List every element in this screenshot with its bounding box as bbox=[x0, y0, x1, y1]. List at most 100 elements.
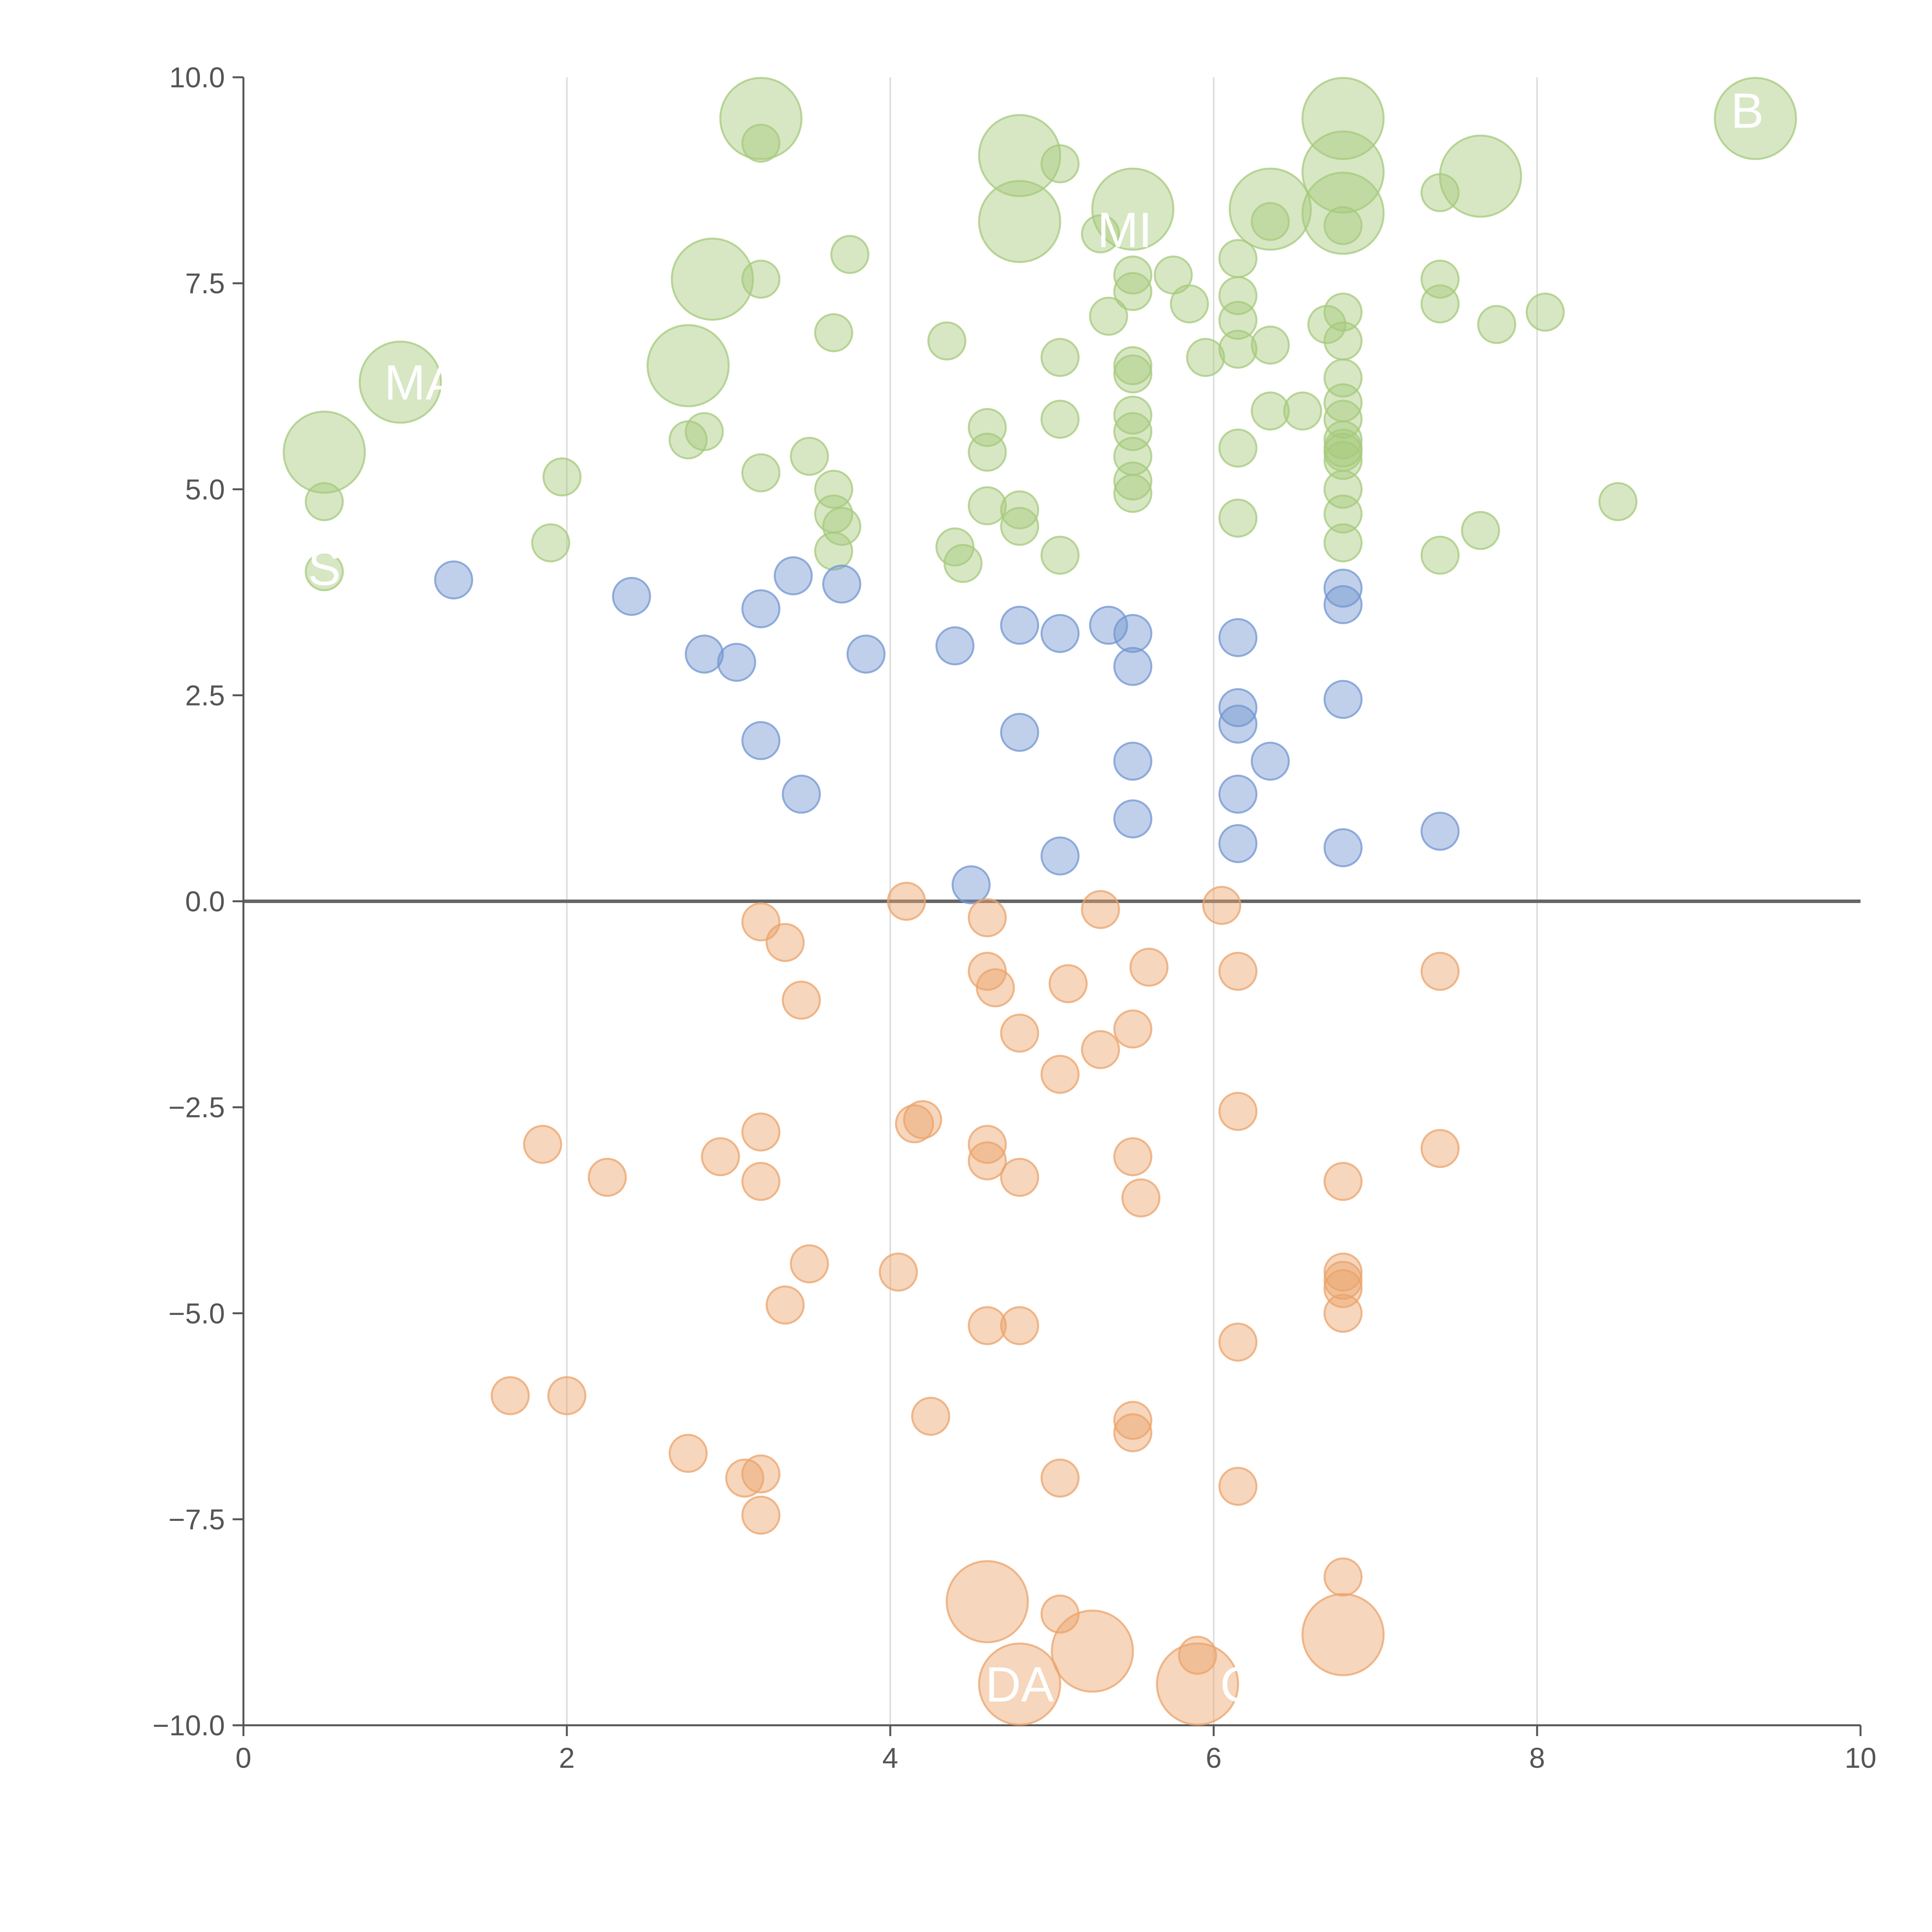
point-negative bbox=[741, 1495, 781, 1535]
point-negative bbox=[968, 1141, 1007, 1180]
point-positive-low bbox=[1323, 568, 1363, 608]
point-positive-high bbox=[1113, 354, 1153, 394]
label-layer: MA S MI B DA C bbox=[308, 83, 1764, 1712]
point-positive-high bbox=[1218, 498, 1258, 538]
point-positive-low bbox=[685, 634, 724, 674]
point-negative bbox=[1000, 1014, 1039, 1053]
point-positive-high bbox=[719, 77, 803, 160]
point-positive-high bbox=[282, 410, 366, 494]
point-positive-low bbox=[1113, 742, 1153, 781]
point-positive-high bbox=[1218, 330, 1258, 369]
point-positive-low bbox=[717, 643, 756, 682]
point-negative bbox=[887, 882, 926, 921]
point-negative bbox=[741, 1454, 781, 1494]
point-positive-high bbox=[814, 531, 854, 571]
point-positive-high bbox=[1113, 255, 1153, 295]
point-negative bbox=[1323, 1260, 1363, 1300]
y-tick-label: 10.0 bbox=[169, 61, 225, 94]
point-positive-high bbox=[1526, 293, 1565, 332]
y-tick-label: 7.5 bbox=[185, 267, 225, 299]
point-positive-high bbox=[1113, 395, 1153, 435]
point-positive-high bbox=[1000, 490, 1039, 530]
point-positive-low bbox=[1113, 614, 1153, 653]
point-positive-low bbox=[782, 774, 821, 814]
point-negative bbox=[1113, 1009, 1153, 1049]
point-positive-high bbox=[1113, 272, 1153, 311]
point-positive-high bbox=[1323, 321, 1363, 361]
y-tick-label: −2.5 bbox=[168, 1092, 225, 1124]
point-positive-low bbox=[846, 634, 886, 674]
y-tick-label: −7.5 bbox=[168, 1503, 225, 1536]
point-positive-low bbox=[951, 865, 991, 905]
point-positive-high bbox=[1323, 293, 1363, 332]
point-negative bbox=[1000, 1306, 1039, 1345]
point-positive-high bbox=[1000, 507, 1039, 546]
point-negative bbox=[1323, 1162, 1363, 1201]
point-positive-high bbox=[1091, 167, 1175, 251]
point-positive-high bbox=[790, 437, 829, 476]
y-tick-label: −10.0 bbox=[153, 1709, 225, 1742]
point-positive-low bbox=[612, 577, 651, 616]
x-tick-label: 8 bbox=[1529, 1742, 1545, 1774]
point-positive-low bbox=[1000, 605, 1039, 645]
point-negative bbox=[911, 1396, 951, 1436]
point-negative bbox=[547, 1376, 587, 1415]
point-positive-high bbox=[1250, 202, 1290, 241]
point-negative bbox=[1048, 964, 1088, 1003]
point-negative bbox=[1323, 1294, 1363, 1333]
point-positive-high bbox=[927, 321, 966, 361]
point-positive-low bbox=[1218, 774, 1258, 814]
x-tick-label: 0 bbox=[235, 1742, 251, 1774]
point-positive-high bbox=[1598, 482, 1638, 521]
x-tick-label: 6 bbox=[1206, 1742, 1221, 1774]
point-positive-low bbox=[1000, 713, 1039, 752]
point-positive-high bbox=[1323, 441, 1363, 480]
point-negative bbox=[968, 898, 1007, 937]
point-positive-low bbox=[1040, 836, 1080, 876]
y-tick-label: 0.0 bbox=[185, 886, 225, 918]
point-positive-high bbox=[1113, 346, 1153, 385]
point-positive-low bbox=[935, 626, 975, 665]
point-negative bbox=[1040, 1054, 1080, 1094]
point-negative bbox=[1218, 1322, 1258, 1362]
point-negative bbox=[701, 1137, 740, 1177]
point-positive-high bbox=[1250, 325, 1290, 365]
point-positive-low bbox=[741, 721, 781, 760]
point-positive-high bbox=[1040, 338, 1080, 377]
point-positive-high bbox=[1301, 172, 1385, 255]
point-negative bbox=[491, 1376, 530, 1415]
point-positive-high bbox=[1218, 301, 1258, 340]
point-positive-low bbox=[1218, 824, 1258, 863]
point-negative bbox=[1202, 886, 1242, 925]
point-positive-low bbox=[822, 564, 861, 604]
point-negative bbox=[1420, 952, 1460, 991]
point-positive-high bbox=[1218, 429, 1258, 468]
point-positive-low bbox=[1218, 688, 1258, 727]
point-negative bbox=[1218, 1092, 1258, 1131]
point-positive-low bbox=[1113, 647, 1153, 686]
point-positive-high bbox=[741, 453, 781, 493]
point-negative bbox=[895, 1104, 934, 1143]
point-positive-high bbox=[1113, 461, 1153, 501]
point-negative bbox=[978, 1642, 1061, 1726]
point-positive-high bbox=[1461, 511, 1500, 550]
point-negative bbox=[741, 1162, 781, 1201]
point-positive-low bbox=[741, 589, 781, 628]
point-positive-high bbox=[1113, 474, 1153, 513]
point-positive-low bbox=[1250, 742, 1290, 781]
point-positive-high bbox=[1301, 77, 1385, 160]
point-label: DA bbox=[985, 1657, 1054, 1712]
x-tick-label: 4 bbox=[882, 1742, 898, 1774]
point-positive-high bbox=[1186, 338, 1225, 377]
point-positive-high bbox=[304, 552, 344, 591]
point-positive-high bbox=[1420, 536, 1460, 575]
point-positive-low bbox=[1089, 605, 1128, 645]
point-negative bbox=[879, 1252, 918, 1292]
point-negative bbox=[1129, 947, 1169, 987]
point-positive-high bbox=[531, 523, 570, 563]
point-label: S bbox=[308, 541, 341, 596]
point-negative bbox=[1178, 1636, 1217, 1675]
point-positive-high bbox=[1323, 494, 1363, 534]
point-negative bbox=[741, 1112, 781, 1152]
point-positive-high bbox=[1081, 214, 1120, 253]
